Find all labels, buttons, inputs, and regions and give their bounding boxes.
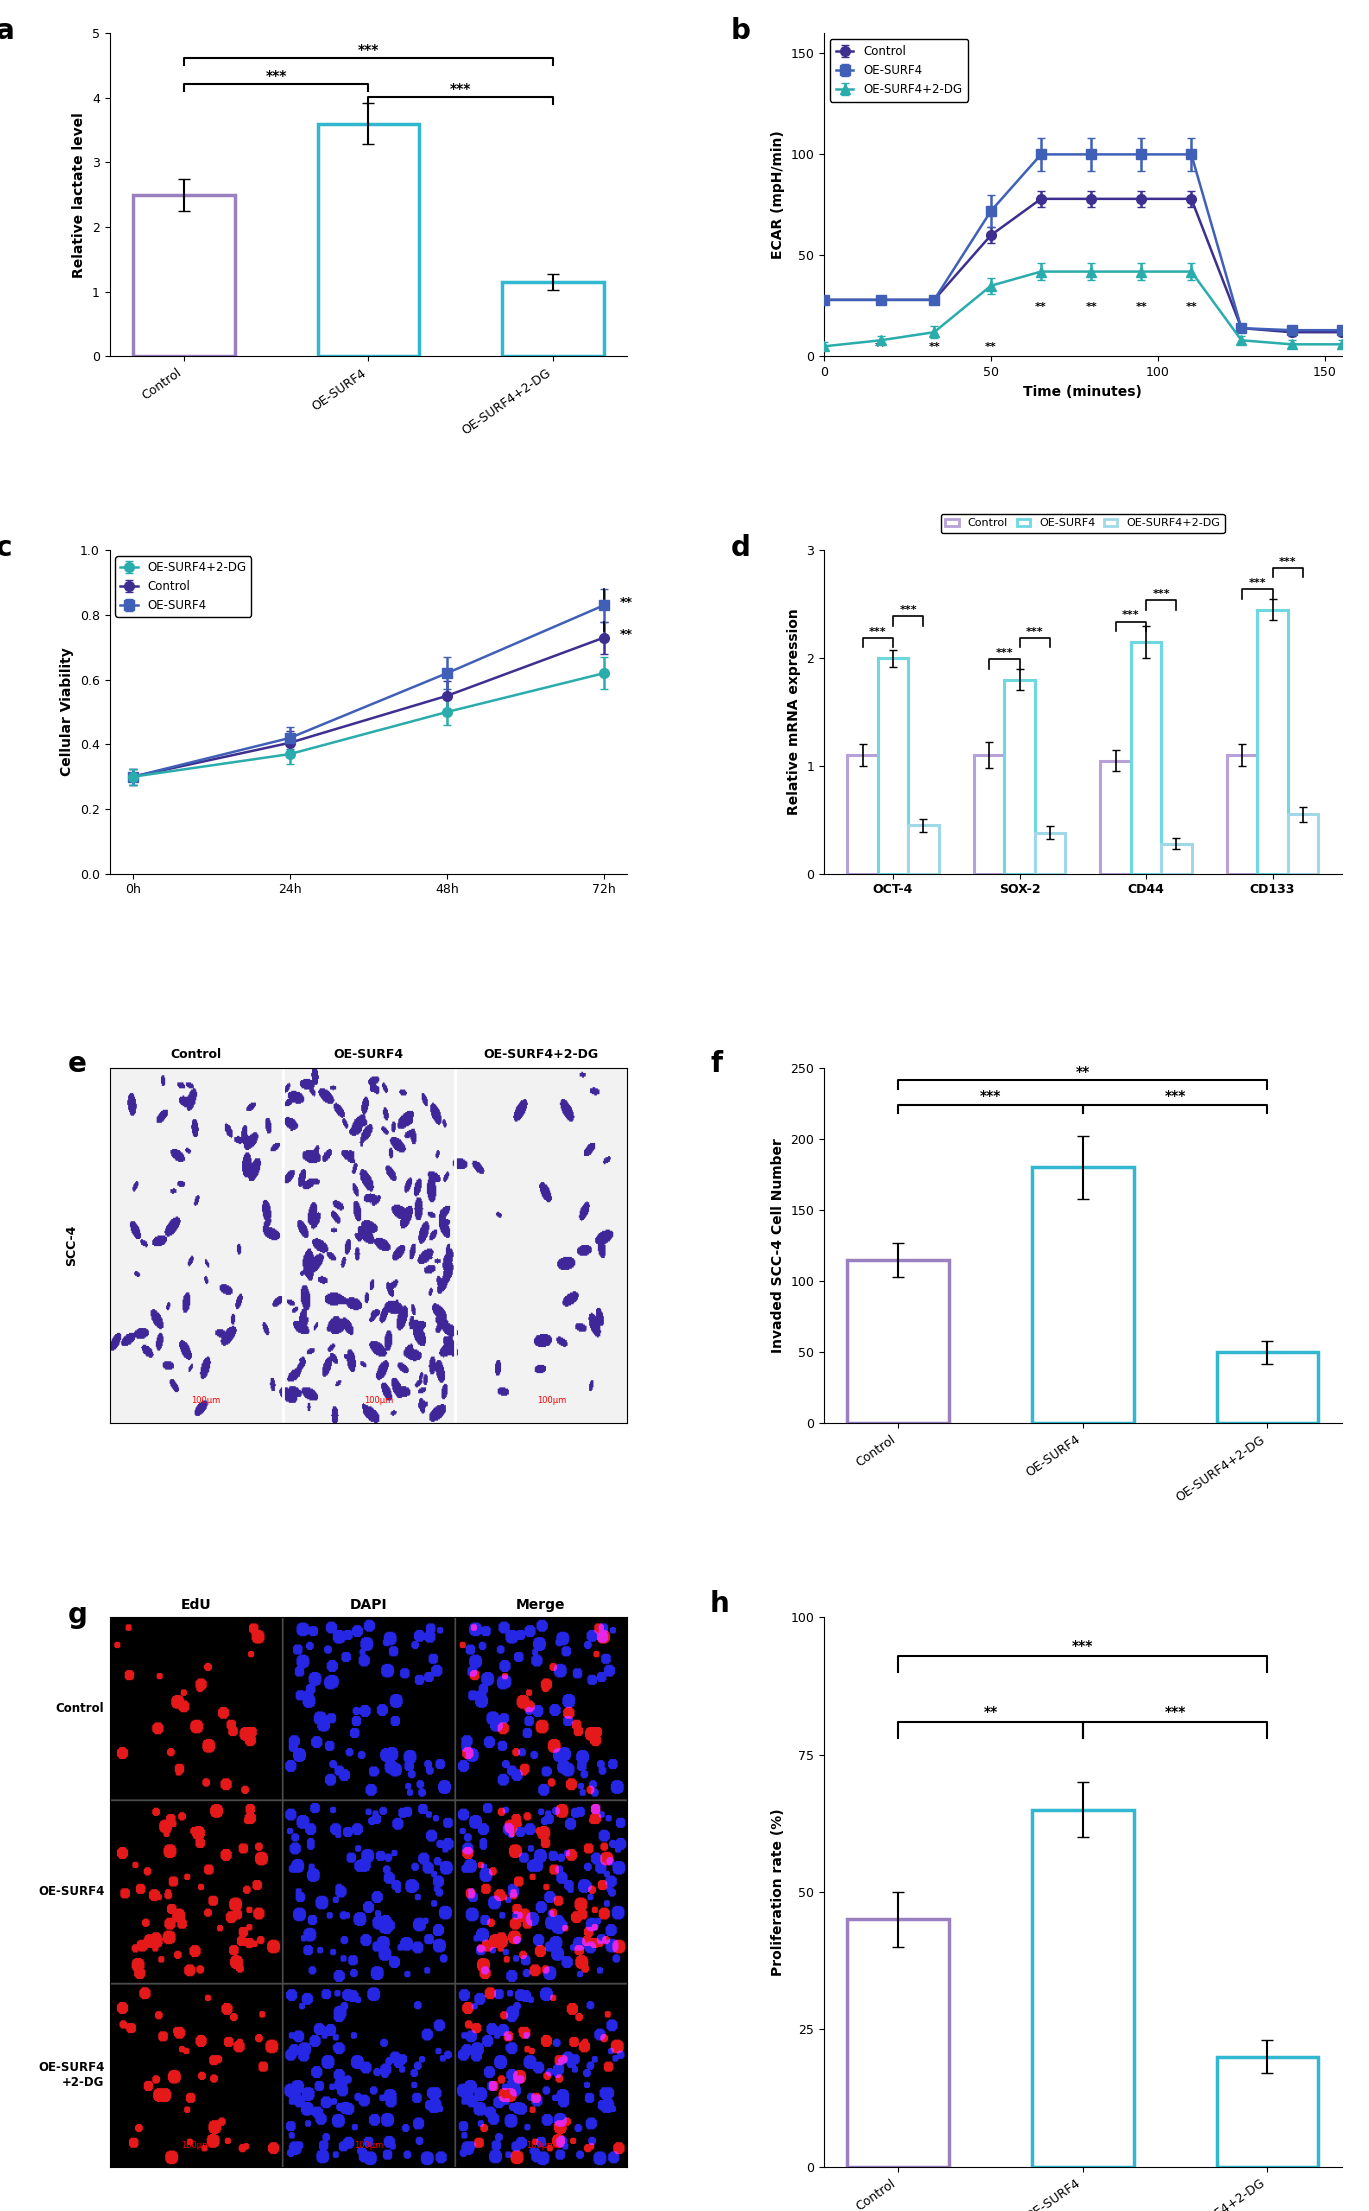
Text: 100μm: 100μm	[192, 1397, 220, 1406]
Text: ***: ***	[980, 1090, 1001, 1103]
Y-axis label: Cellular Viability: Cellular Viability	[60, 648, 74, 776]
Bar	[878, 659, 908, 873]
Text: b: b	[731, 18, 750, 44]
Y-axis label: Proliferation rate (%): Proliferation rate (%)	[771, 1809, 784, 1977]
Text: **: **	[1035, 303, 1047, 312]
Text: ***: ***	[1165, 1705, 1186, 1718]
Text: ***: ***	[1153, 588, 1170, 599]
Text: DAPI: DAPI	[349, 1599, 387, 1612]
Text: d: d	[731, 535, 750, 562]
Y-axis label: Relative lactate level: Relative lactate level	[73, 113, 86, 279]
Bar	[1217, 1353, 1318, 1424]
X-axis label: Time (minutes): Time (minutes)	[1024, 385, 1142, 398]
Text: 100μm: 100μm	[181, 2140, 211, 2151]
Text: h: h	[711, 1590, 730, 1618]
Bar	[973, 756, 1005, 873]
Text: OE-SURF4: OE-SURF4	[38, 1886, 104, 1899]
Text: **: **	[619, 628, 632, 641]
Text: ***: ***	[450, 82, 471, 95]
Text: **: **	[1086, 303, 1097, 312]
Text: EdU: EdU	[181, 1599, 211, 1612]
Bar	[1032, 1167, 1134, 1424]
Text: 100μm: 100μm	[364, 1397, 393, 1406]
Text: ***: ***	[1249, 577, 1266, 588]
Text: 100μm: 100μm	[537, 1397, 565, 1406]
Bar	[1227, 756, 1257, 873]
Text: **: **	[1135, 303, 1147, 312]
Text: ***: ***	[1123, 610, 1139, 621]
Bar	[1131, 641, 1161, 873]
Text: **: **	[983, 1705, 998, 1718]
Legend: Control, OE-SURF4, OE-SURF4+2-DG: Control, OE-SURF4, OE-SURF4+2-DG	[830, 40, 968, 102]
Text: Merge: Merge	[516, 1599, 565, 1612]
Bar	[1032, 1809, 1134, 2167]
Bar	[1005, 679, 1035, 873]
Text: ***: ***	[995, 648, 1013, 659]
Bar	[1161, 845, 1191, 873]
Text: Control: Control	[170, 1048, 222, 1061]
Text: SCC-4: SCC-4	[66, 1225, 78, 1267]
Bar	[908, 825, 939, 873]
Text: ***: ***	[869, 626, 887, 637]
Bar	[318, 124, 419, 356]
Text: e: e	[68, 1050, 88, 1079]
Legend: Control, OE-SURF4, OE-SURF4+2-DG: Control, OE-SURF4, OE-SURF4+2-DG	[941, 513, 1225, 533]
Text: OE-SURF4
+2-DG: OE-SURF4 +2-DG	[38, 2061, 104, 2089]
Text: ***: ***	[1025, 626, 1043, 637]
Legend: OE-SURF4+2-DG, Control, OE-SURF4: OE-SURF4+2-DG, Control, OE-SURF4	[115, 557, 251, 617]
Bar	[1257, 610, 1288, 873]
Bar	[847, 1919, 949, 2167]
Text: **: **	[1076, 1066, 1090, 1079]
Bar	[847, 1260, 949, 1424]
Text: ***: ***	[899, 606, 917, 615]
Bar	[133, 195, 234, 356]
Text: ***: ***	[1165, 1090, 1186, 1103]
Text: 100μm: 100μm	[526, 2140, 556, 2151]
Text: g: g	[68, 1601, 88, 1630]
Text: **: **	[928, 343, 941, 352]
Y-axis label: ECAR (mpH/min): ECAR (mpH/min)	[771, 130, 784, 259]
Text: ***: ***	[1279, 557, 1296, 566]
Text: ***: ***	[1072, 1638, 1094, 1654]
Text: ***: ***	[266, 69, 286, 84]
Text: 100μm: 100μm	[353, 2140, 383, 2151]
Bar	[502, 283, 604, 356]
Text: **: **	[986, 343, 997, 352]
Text: Control: Control	[56, 1702, 104, 1716]
Text: OE-SURF4+2-DG: OE-SURF4+2-DG	[483, 1048, 598, 1061]
Text: c: c	[0, 535, 12, 562]
Text: **: **	[1186, 303, 1198, 312]
Text: **: **	[619, 595, 632, 608]
Bar	[1217, 2056, 1318, 2167]
Bar	[1101, 761, 1131, 873]
Text: a: a	[0, 18, 15, 44]
Y-axis label: Invaded SCC-4 Cell Number: Invaded SCC-4 Cell Number	[771, 1139, 784, 1353]
Text: ***: ***	[357, 42, 379, 57]
Text: f: f	[711, 1050, 723, 1079]
Y-axis label: Relative mRNA expression: Relative mRNA expression	[787, 608, 801, 816]
Text: OE-SURF4: OE-SURF4	[333, 1048, 404, 1061]
Bar	[847, 756, 878, 873]
Bar	[1288, 814, 1318, 873]
Text: **: **	[875, 343, 887, 352]
Bar	[1035, 834, 1065, 873]
